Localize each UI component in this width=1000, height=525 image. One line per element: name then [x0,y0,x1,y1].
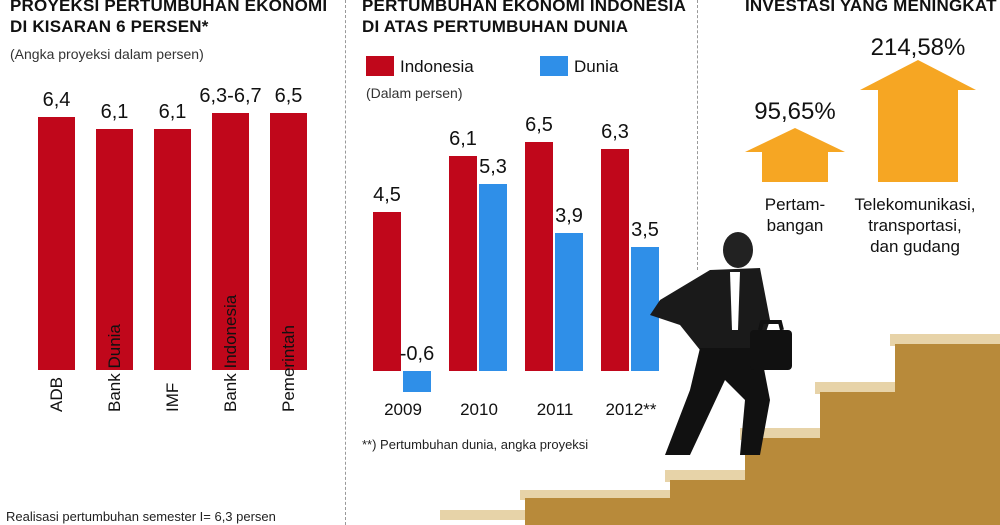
bar-indonesia-2011 [525,141,553,371]
legend-indonesia-swatch [366,56,394,76]
bar-indonesia-2010 [449,155,477,371]
bar-dunia-2011 [555,233,583,371]
growth-comparison-bar-chart: 4,5 -0,6 2009 6,1 5,3 2010 6,5 3,9 2011 6,3 3,5 201… [373,113,659,419]
year-label: 2011 [536,400,574,419]
bar-adb [38,117,75,370]
bar-value-label: 6,1 [449,127,477,150]
bar-value-label: 6,4 [42,89,71,112]
telecom-value: 214,58% [870,34,966,61]
bar-value-label: 6,3-6,7 [199,85,262,108]
bar-value-label: 4,5 [373,184,401,207]
stairs-illustration [440,334,1000,525]
bar-value-label: 3,9 [555,205,583,228]
bar-value-label: 3,5 [631,219,659,242]
bar-value-label: 6,1 [158,101,187,124]
panel1-footnote: Realisasi pertumbuhan semester I= 6,3 pe… [6,509,276,524]
telecom-arrow-icon [860,60,976,182]
bar-value-label: 6,1 [100,101,129,124]
bar-value-label: -0,6 [399,343,435,365]
mining-label: Pertam-bangan [764,195,826,235]
panel2-title-line1: PERTUMBUHAN EKONOMI INDONESIA [362,0,687,15]
bar-pemerintah [270,113,307,370]
bar-value-label: 6,5 [525,113,553,136]
year-label: 2012** [605,400,657,419]
panel1-title-line2: DI KISARAN 6 PERSEN* [10,17,209,36]
bar-value-label: 6,5 [274,85,303,108]
panel2-unit: (Dalam persen) [366,85,463,101]
mining-arrow-icon [745,128,845,182]
mining-value: 95,65% [754,98,836,125]
bar-dunia-2009 [403,371,431,393]
panel-divider-2 [697,0,698,270]
businessman-icon [650,232,792,455]
bar-imf [154,129,191,370]
year-label: 2010 [460,400,498,419]
telecom-label: Telekomunikasi, transportasi, dan gudang [854,195,976,256]
investment-arrows [745,60,976,182]
bar-value-label: 5,3 [479,155,507,178]
legend-dunia-swatch [540,56,568,76]
panel1-subtitle: (Angka proyeksi dalam persen) [10,46,204,62]
projection-bar-chart: 6,4 ADB 6,1 Bank Dunia 6,1 IMF 6,3-6,7 Bank Ind… [0,0,340,525]
bar-indonesia-2012 [601,148,629,371]
panel2-title-line2: DI ATAS PERTUMBUHAN DUNIA [362,17,629,36]
bar-value-label: 6,3 [601,120,629,143]
bar-indonesia-2009 [373,212,401,371]
bar-bank-dunia [96,129,133,370]
panel2-footnote: **) Pertumbuhan dunia, angka proyeksi [362,437,589,452]
legend-indonesia-label: Indonesia [400,57,474,76]
panel3-title: INVESTASI YANG MENINGKAT [745,0,997,15]
bar-bank-indonesia [212,113,249,370]
bar-dunia-2010 [479,183,507,371]
legend-dunia-label: Dunia [574,57,619,76]
panel-divider-1 [345,0,346,525]
panel1-title-line1: PROYEKSI PERTUMBUHAN EKONOMI [10,0,328,15]
year-label: 2009 [384,400,422,419]
